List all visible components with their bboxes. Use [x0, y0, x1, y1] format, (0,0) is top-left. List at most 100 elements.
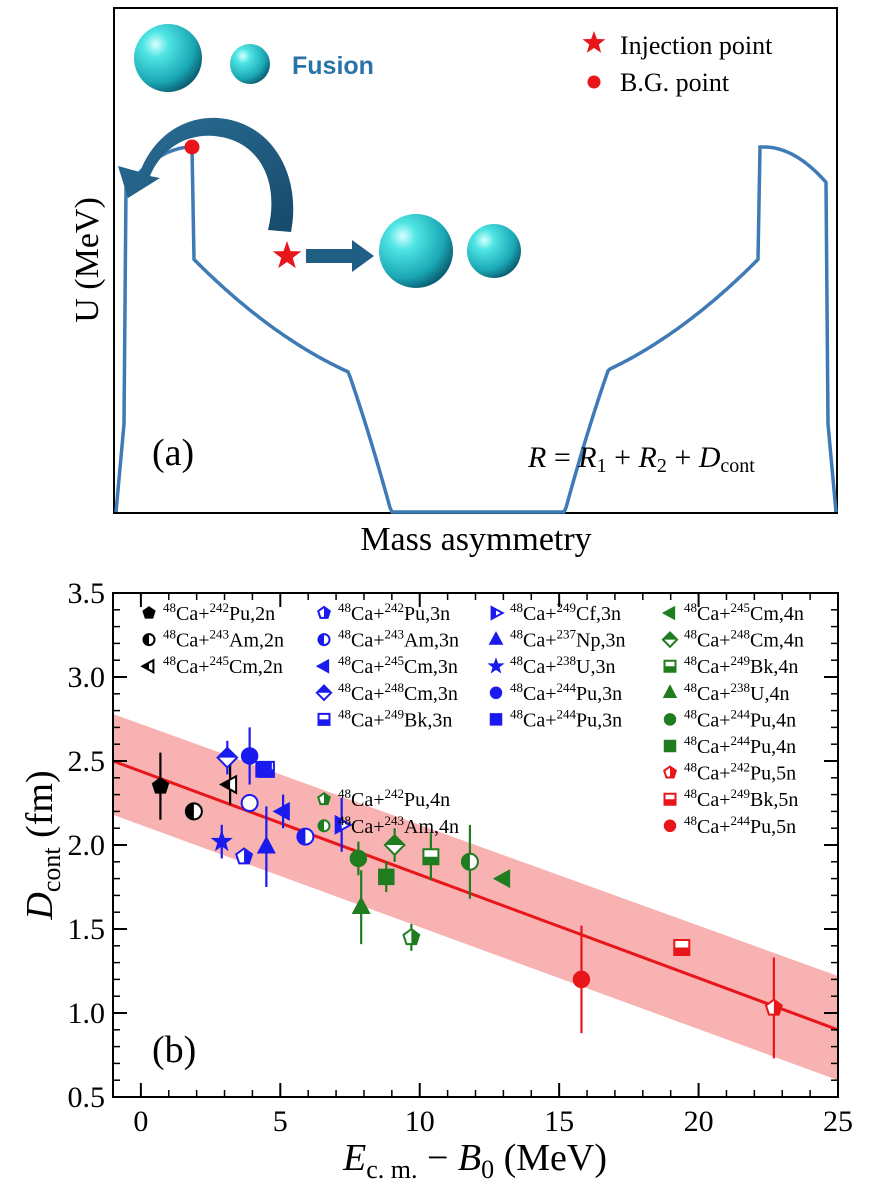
- legend-marker: [488, 631, 504, 645]
- legend-marker: [662, 684, 678, 698]
- axis-ticks: 0 5 10 15 20 25 0.5 1.0 1.5 2.0 2.5 3.0 3.5: [68, 577, 854, 1138]
- fusion-small-sphere: [230, 44, 270, 84]
- x-tick-label: 25: [823, 1105, 853, 1138]
- injection-point-marker: [272, 241, 302, 269]
- fusion-arrow: [118, 117, 294, 232]
- panel-b-label: (b): [152, 1029, 196, 1071]
- data-point: [402, 927, 421, 946]
- legend-marker: [487, 657, 505, 674]
- data-point: [184, 802, 203, 821]
- contact-formula: R = R1 + R2 + Dcont: [527, 441, 755, 477]
- x-tick-label: 20: [684, 1105, 714, 1138]
- legend-entry: 48Ca+243Am,4n: [338, 813, 459, 838]
- fragment-small-sphere: [467, 224, 521, 278]
- panel-a: Fusion Injection point B.G. point (a) R …: [69, 7, 838, 558]
- legend-entry: 48Ca+249Bk,3n: [338, 706, 452, 731]
- legend-marker: [489, 713, 503, 726]
- legend-marker: [663, 792, 677, 806]
- fusion-label: Fusion: [292, 52, 374, 80]
- legend-entry: 48Ca+244Pu,4n: [684, 733, 796, 758]
- legend-entry: 48Ca+248Cm,3n: [338, 680, 458, 705]
- x-tick-label: 0: [133, 1105, 148, 1138]
- data-points: [151, 727, 783, 1059]
- legend-entry: 48Ca+249Bk,5n: [684, 786, 798, 811]
- legend-marker: [315, 684, 333, 702]
- legend-entry: 48Ca+245Cm,3n: [338, 653, 458, 678]
- legend-marker: [315, 658, 330, 674]
- fit-line: [113, 759, 838, 1032]
- legend-marker: [489, 686, 503, 700]
- legend-marker: [140, 658, 155, 674]
- fragment-large-sphere: [379, 214, 453, 288]
- legend-marker: [317, 605, 331, 619]
- legend-marker: [663, 739, 677, 753]
- data-point: [296, 827, 315, 846]
- legend-marker: [317, 791, 331, 806]
- data-point: [422, 848, 440, 866]
- legend-entry: 48Ca+249Bk,4n: [684, 653, 798, 678]
- legend-star-icon: [582, 31, 606, 53]
- y-tick-label: 0.5: [68, 1081, 106, 1114]
- legend-marker: [490, 605, 505, 621]
- data-point: [764, 998, 783, 1016]
- legend-bg-label: B.G. point: [620, 68, 730, 97]
- confidence-band: [113, 713, 838, 1081]
- legend-entry: 48Ca+238U,3n: [510, 653, 615, 678]
- panel-b: 0 5 10 15 20 25 0.5 1.0 1.5 2.0 2.5 3.0 3.5 48Ca+242…: [19, 577, 853, 1184]
- legend-entry: 48Ca+248Cm,4n: [684, 627, 804, 652]
- fusion-large-sphere: [134, 24, 202, 92]
- legend-marker: [663, 659, 677, 673]
- data-point: [219, 774, 238, 795]
- legend-entry: 48Ca+249Cf,3n: [510, 600, 621, 625]
- y-tick-label: 1.0: [68, 997, 106, 1030]
- data-point: [240, 794, 259, 812]
- y-tick-label: 3.0: [68, 661, 106, 694]
- legend-marker: [317, 712, 331, 726]
- legend-entry: 48Ca+242Pu,2n: [163, 600, 275, 625]
- legend-injection-label: Injection point: [620, 31, 773, 60]
- data-point: [216, 746, 239, 769]
- data-point: [349, 849, 368, 868]
- legend-marker: [663, 765, 677, 779]
- data-point: [334, 814, 353, 835]
- legend-entry: 48Ca+243Am,3n: [338, 627, 459, 652]
- data-point: [351, 896, 371, 914]
- legend-entry: 48Ca+243Am,2n: [163, 627, 284, 652]
- data-point: [272, 801, 290, 821]
- y-tick-label: 2.5: [68, 745, 106, 778]
- legend-entry: 48Ca+245Cm,2n: [163, 653, 283, 678]
- legend-marker: [142, 633, 156, 647]
- legend-marker: [663, 713, 677, 726]
- separation-arrow: [306, 240, 374, 272]
- data-point: [673, 939, 691, 956]
- data-point: [378, 868, 395, 886]
- legend-entry: 48Ca+244Pu,3n: [510, 680, 622, 705]
- y-tick-label: 2.0: [68, 829, 106, 862]
- legend-entry: 48Ca+245Cm,4n: [684, 600, 804, 625]
- data-point: [255, 761, 272, 778]
- legend-marker: [142, 606, 156, 619]
- panel-a-ylabel: U (MeV): [69, 197, 106, 323]
- panel-b-xlabel: Ec. m. − B0 (MeV): [342, 1137, 607, 1184]
- data-point: [383, 833, 406, 857]
- x-tick-label: 15: [544, 1105, 574, 1138]
- legend-marker: [661, 605, 676, 621]
- legend-entry: 48Ca+244Pu,3n: [510, 706, 622, 731]
- potential-energy-curve: [114, 145, 838, 514]
- legend-entry: 48Ca+242Pu,4n: [338, 786, 450, 811]
- panel-a-xlabel: Mass asymmetry: [360, 521, 591, 558]
- legend-entry: 48Ca+244Pu,5n: [684, 813, 796, 838]
- data-point: [460, 852, 479, 871]
- legend-entry: 48Ca+237Np,3n: [510, 627, 625, 652]
- y-tick-label: 3.5: [68, 577, 106, 610]
- bg-point-marker: [184, 139, 200, 155]
- data-point: [492, 869, 511, 889]
- legend-marker: [663, 819, 677, 833]
- legend-entry: 48Ca+242Pu,5n: [684, 760, 796, 785]
- legend-entry: 48Ca+244Pu,4n: [684, 706, 796, 731]
- data-point: [235, 847, 254, 865]
- panel-b-ylabel: Dcont (fm): [19, 770, 66, 920]
- data-point: [210, 829, 233, 852]
